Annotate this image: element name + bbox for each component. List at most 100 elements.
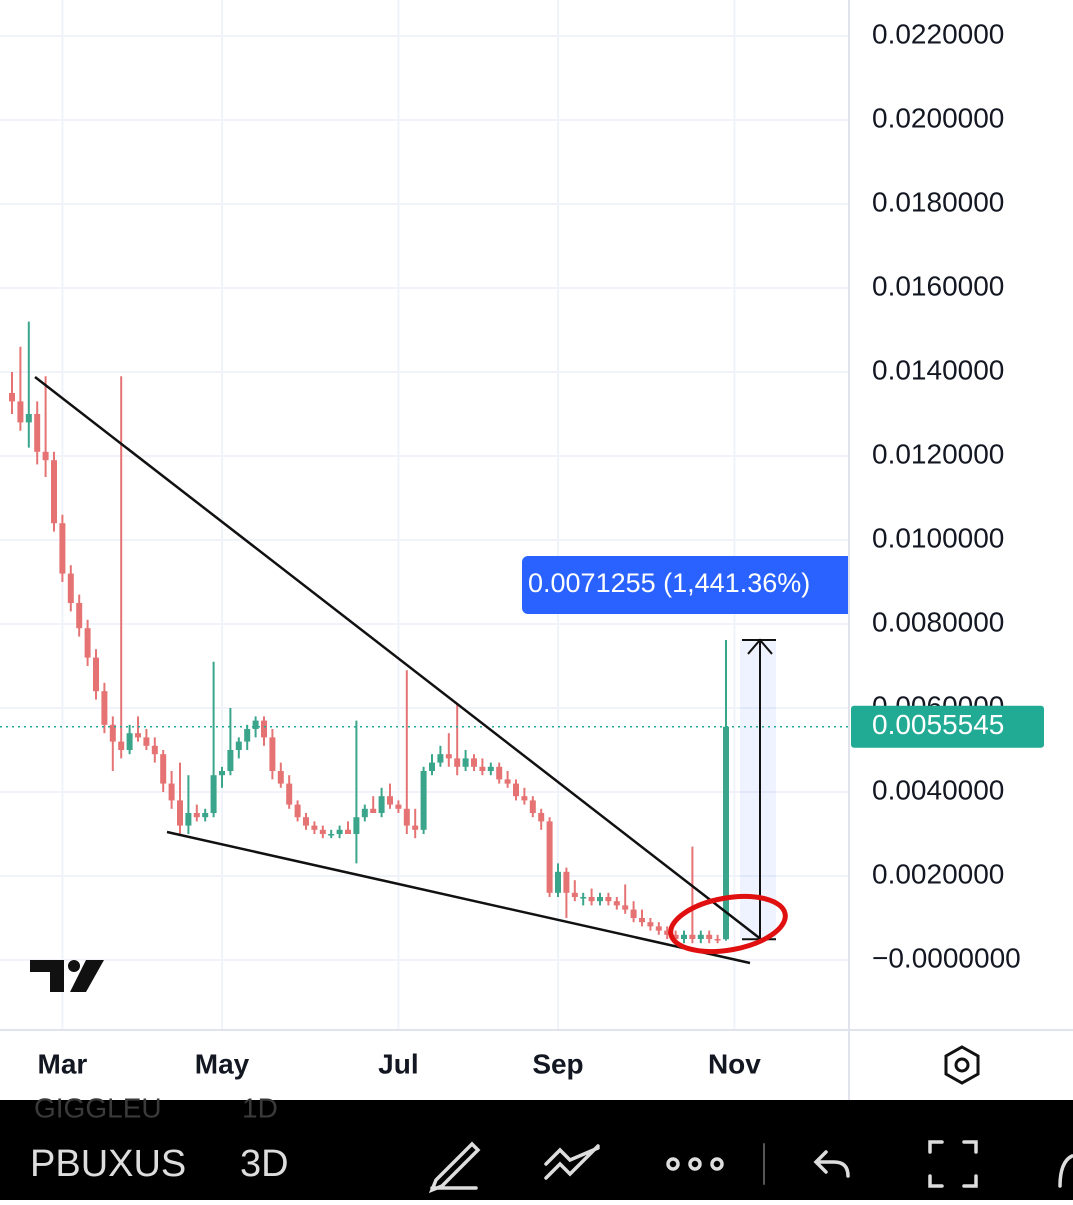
ghost-interval: 1D bbox=[242, 1092, 278, 1123]
trend-line bbox=[166, 830, 751, 965]
candle-body bbox=[42, 451, 49, 461]
candle-body bbox=[571, 892, 578, 897]
candle-body bbox=[513, 783, 519, 797]
x-tick-label: Jul bbox=[378, 1048, 418, 1079]
candle-body bbox=[387, 796, 393, 805]
grid bbox=[0, 0, 849, 1030]
partial-icon[interactable] bbox=[1058, 1154, 1073, 1188]
candle-body bbox=[252, 720, 259, 729]
candle-body bbox=[353, 817, 360, 834]
x-tick-label: May bbox=[195, 1048, 250, 1079]
candle-body bbox=[143, 737, 150, 746]
candle-body bbox=[395, 804, 402, 809]
x-tick-label: Nov bbox=[708, 1048, 761, 1079]
candle-body bbox=[689, 934, 696, 939]
y-tick-label: 0.0160000 bbox=[872, 270, 1004, 301]
candle-body bbox=[714, 938, 721, 941]
candle-body bbox=[118, 741, 125, 750]
x-tick-label: Mar bbox=[38, 1048, 88, 1079]
candle-body bbox=[177, 800, 183, 826]
candle-body bbox=[160, 754, 167, 784]
trend-line bbox=[34, 376, 763, 941]
overlay: 0.0055545 bbox=[851, 705, 1044, 748]
candle-body bbox=[454, 758, 461, 767]
y-tick-label: 0.0100000 bbox=[872, 522, 1004, 553]
candle-body bbox=[412, 825, 419, 830]
candle-body bbox=[462, 758, 469, 767]
y-tick-label: 0.0020000 bbox=[872, 858, 1004, 889]
plot: 0.0071255 (1,441.36%) bbox=[0, 321, 849, 944]
candle-body bbox=[9, 392, 15, 402]
indicators-icon[interactable] bbox=[544, 1144, 600, 1180]
toolbar bbox=[0, 1100, 1073, 1200]
candle-body bbox=[345, 829, 351, 834]
y-tick-label: 0.0080000 bbox=[872, 606, 1004, 637]
candle-body bbox=[269, 737, 276, 771]
candle-body bbox=[597, 896, 603, 902]
candle-body bbox=[630, 909, 637, 918]
candle-body bbox=[681, 934, 687, 939]
candle-body bbox=[336, 829, 343, 834]
candle-body bbox=[580, 896, 587, 899]
candle-body bbox=[185, 812, 192, 826]
candle-body bbox=[647, 922, 654, 927]
candle-body bbox=[403, 808, 410, 826]
candle-body bbox=[496, 766, 503, 780]
candle-body bbox=[420, 770, 427, 830]
candle-body bbox=[529, 800, 536, 813]
interval[interactable]: 3D bbox=[240, 1143, 289, 1185]
measure-label: 0.0071255 (1,441.36%) bbox=[528, 568, 810, 598]
candle-body bbox=[378, 796, 385, 813]
candle-body bbox=[723, 726, 729, 940]
candle-body bbox=[639, 917, 645, 923]
candle-body bbox=[605, 896, 612, 902]
symbol[interactable]: PBUXUS bbox=[30, 1143, 186, 1185]
candle-body bbox=[261, 720, 267, 738]
candle-body bbox=[655, 926, 662, 931]
candle-body bbox=[227, 749, 234, 771]
candle-body bbox=[328, 833, 335, 836]
candle-body bbox=[168, 783, 175, 801]
candle-body bbox=[151, 745, 158, 755]
candle-body bbox=[210, 775, 217, 813]
candle-body bbox=[429, 762, 435, 771]
candle-body bbox=[672, 934, 679, 939]
candle-body bbox=[487, 766, 494, 771]
candle-body bbox=[84, 628, 91, 658]
candle-body bbox=[613, 901, 620, 906]
price-axis: −0.00000000.00200000.00400000.00600000.0… bbox=[872, 18, 1021, 973]
candle-body bbox=[277, 770, 284, 784]
candle-body bbox=[34, 413, 41, 452]
candle-body bbox=[109, 724, 116, 742]
candle-body bbox=[555, 871, 561, 893]
toolbar-icons[interactable] bbox=[428, 1140, 1073, 1194]
candle-body bbox=[311, 825, 318, 830]
candle-body bbox=[51, 460, 57, 524]
y-tick-label: 0.0040000 bbox=[872, 774, 1004, 805]
draw-icon[interactable] bbox=[428, 1141, 481, 1194]
candle-body bbox=[538, 812, 545, 822]
fullscreen-icon[interactable] bbox=[928, 1140, 978, 1188]
candle-body bbox=[219, 770, 225, 776]
candle-body bbox=[622, 905, 629, 910]
undo-icon[interactable] bbox=[813, 1150, 850, 1178]
candle-body bbox=[286, 783, 293, 805]
candle-body bbox=[361, 808, 368, 818]
more-icon[interactable] bbox=[666, 1157, 680, 1171]
candle-body bbox=[135, 733, 141, 738]
candle-body bbox=[471, 758, 477, 767]
candle-body bbox=[504, 779, 511, 784]
candle-body bbox=[664, 930, 671, 935]
candle-body bbox=[303, 817, 309, 826]
y-tick-label: 0.0140000 bbox=[872, 354, 1004, 385]
measure-area bbox=[740, 639, 776, 940]
last-price-box bbox=[851, 705, 1044, 748]
x-tick-label: Sep bbox=[532, 1048, 583, 1079]
y-tick-label: 0.0200000 bbox=[872, 102, 1004, 133]
candle-body bbox=[244, 728, 251, 742]
settings-icon[interactable] bbox=[944, 1045, 980, 1085]
candle-body bbox=[59, 523, 66, 574]
y-tick-label: 0.0220000 bbox=[872, 18, 1004, 49]
